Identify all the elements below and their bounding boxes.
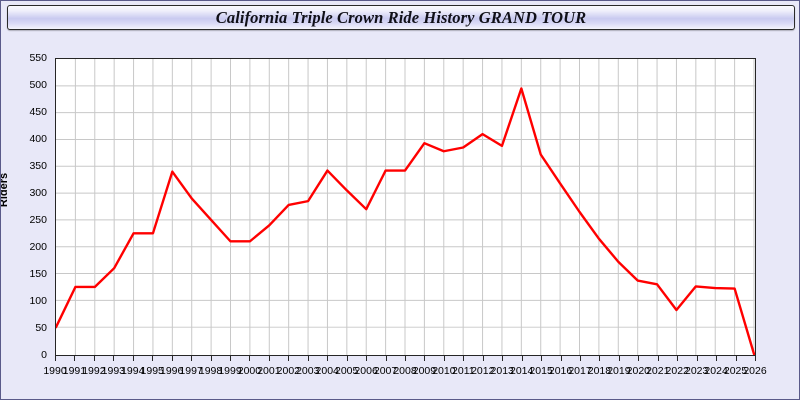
x-axis-tick-mark bbox=[657, 356, 659, 361]
x-axis-tick-mark bbox=[327, 356, 329, 361]
x-axis-tick-label: 2023 bbox=[684, 365, 709, 377]
x-axis-tick-mark bbox=[521, 356, 523, 361]
page-title: California Triple Crown Ride History GRA… bbox=[215, 7, 587, 27]
y-axis-tick-label: 200 bbox=[29, 240, 47, 253]
data-line bbox=[56, 87, 755, 355]
x-axis-tick-mark bbox=[249, 356, 251, 361]
x-axis-tick-mark bbox=[152, 356, 154, 361]
x-axis-tick-mark bbox=[696, 356, 698, 361]
x-axis-tick-label: 2008 bbox=[393, 365, 417, 377]
x-axis-tick-mark bbox=[288, 356, 290, 361]
x-axis-tick-mark bbox=[618, 356, 620, 361]
x-axis-tick-mark bbox=[560, 356, 562, 361]
x-axis-tick-label: 2022 bbox=[665, 365, 689, 377]
y-axis-tick-label: 550 bbox=[29, 51, 47, 64]
x-axis-tick-label: 1997 bbox=[179, 365, 203, 377]
x-axis-tick-label: 2018 bbox=[587, 365, 612, 377]
x-axis-tick-label: 2026 bbox=[743, 365, 767, 377]
x-axis-tick-label: 2002 bbox=[276, 365, 301, 377]
y-axis-tick-label: 150 bbox=[29, 267, 47, 280]
x-axis-tick-label: 2015 bbox=[529, 365, 553, 377]
x-axis-tick-label: 2014 bbox=[509, 365, 534, 377]
x-axis-tick-mark bbox=[405, 356, 406, 361]
y-axis-tick-label: 450 bbox=[29, 105, 47, 118]
x-axis-tick-mark bbox=[638, 356, 640, 361]
x-axis-tick-mark bbox=[443, 356, 445, 361]
x-axis-tick-mark bbox=[424, 356, 426, 361]
x-axis-tick-mark bbox=[482, 356, 484, 361]
x-axis-tick-label: 2021 bbox=[646, 365, 670, 377]
x-axis-tick-mark bbox=[55, 356, 56, 361]
y-axis-tick-label: 350 bbox=[29, 159, 47, 172]
x-axis-tick-label: 1990 bbox=[43, 365, 67, 377]
x-axis-tick-mark bbox=[230, 356, 231, 361]
x-axis-tick-mark bbox=[385, 356, 387, 361]
x-axis-tick-label: 2009 bbox=[412, 365, 437, 377]
x-axis-tick-mark bbox=[210, 356, 212, 361]
x-axis-ticks: 1990 1991 1992 1993 1994 1995 1996 1997 1998 1999… bbox=[1, 356, 799, 386]
x-axis-tick-label: 2012 bbox=[471, 365, 495, 377]
x-axis-tick-mark bbox=[677, 356, 679, 361]
x-axis-tick-mark bbox=[191, 356, 193, 361]
y-axis-tick-label: 400 bbox=[29, 132, 47, 145]
x-axis-tick-label: 2024 bbox=[704, 365, 728, 377]
x-axis-tick-label: 2011 bbox=[452, 365, 475, 377]
x-axis-tick-label: 1999 bbox=[218, 365, 242, 377]
x-axis-tick-mark bbox=[93, 356, 95, 361]
x-axis-tick-label: 1998 bbox=[198, 365, 223, 377]
x-axis-tick-label: 2001 bbox=[257, 365, 281, 377]
x-axis-tick-label: 2007 bbox=[373, 365, 398, 377]
y-axis-tick-label: 100 bbox=[29, 294, 47, 307]
x-axis-tick-mark bbox=[541, 356, 543, 361]
x-axis-tick-mark bbox=[735, 356, 737, 361]
x-axis-tick-mark bbox=[716, 356, 718, 361]
y-axis-tick-label: 500 bbox=[29, 78, 47, 91]
y-axis-tick-label: 300 bbox=[29, 186, 47, 199]
y-axis-title: Riders bbox=[0, 172, 11, 208]
grid-lines bbox=[56, 59, 755, 355]
chart-title-bar: California Triple Crown Ride History GRA… bbox=[7, 5, 795, 30]
x-axis-tick-label: 2010 bbox=[432, 365, 456, 377]
x-axis-tick-mark bbox=[113, 356, 115, 361]
x-axis-tick-mark bbox=[366, 356, 368, 361]
x-axis-tick-label: 2000 bbox=[237, 365, 262, 377]
x-axis-tick-label: 2017 bbox=[568, 365, 592, 377]
y-axis-tick-label: 250 bbox=[29, 213, 47, 226]
x-axis-tick-label: 1993 bbox=[101, 365, 126, 377]
x-axis-tick-label: 2016 bbox=[548, 365, 573, 377]
x-axis-tick-label: 1994 bbox=[121, 365, 145, 377]
x-axis-tick-label: 2003 bbox=[296, 365, 320, 377]
x-axis-tick-label: 2025 bbox=[723, 365, 748, 377]
x-axis-tick-label: 2006 bbox=[354, 365, 378, 377]
x-axis-tick-mark bbox=[346, 356, 348, 361]
x-axis-tick-mark bbox=[74, 356, 76, 361]
x-axis-tick-mark bbox=[307, 356, 309, 361]
x-axis-tick-label: 2005 bbox=[334, 365, 359, 377]
x-axis-tick-mark bbox=[171, 356, 173, 361]
x-axis-tick-mark bbox=[502, 356, 504, 361]
series-riders bbox=[56, 87, 755, 355]
x-axis-tick-mark bbox=[599, 356, 601, 361]
x-axis-tick-label: 1996 bbox=[159, 365, 184, 377]
x-axis-tick-label: 1995 bbox=[140, 365, 164, 377]
y-axis-tick-label: 0 bbox=[41, 348, 47, 361]
y-axis-tick-label: 50 bbox=[35, 321, 47, 334]
x-axis-tick-label: 2019 bbox=[607, 365, 631, 377]
x-axis-tick-label: 2004 bbox=[315, 365, 339, 377]
x-axis-tick-mark bbox=[268, 356, 270, 361]
x-axis-tick-mark bbox=[463, 356, 465, 361]
x-axis-tick-mark bbox=[755, 356, 756, 361]
x-axis-tick-label: 1991 bbox=[62, 365, 87, 377]
x-axis-tick-label: 2020 bbox=[626, 365, 651, 377]
x-axis-tick-mark bbox=[580, 356, 581, 361]
x-axis-tick-label: 2013 bbox=[490, 365, 514, 377]
plot-area bbox=[55, 58, 756, 356]
x-axis-tick-label: 1992 bbox=[82, 365, 106, 377]
y-axis-ticks: 0 50 100 150 200 250 300 350 400 450 500 550 bbox=[11, 1, 65, 399]
x-axis-tick-mark bbox=[132, 356, 134, 361]
